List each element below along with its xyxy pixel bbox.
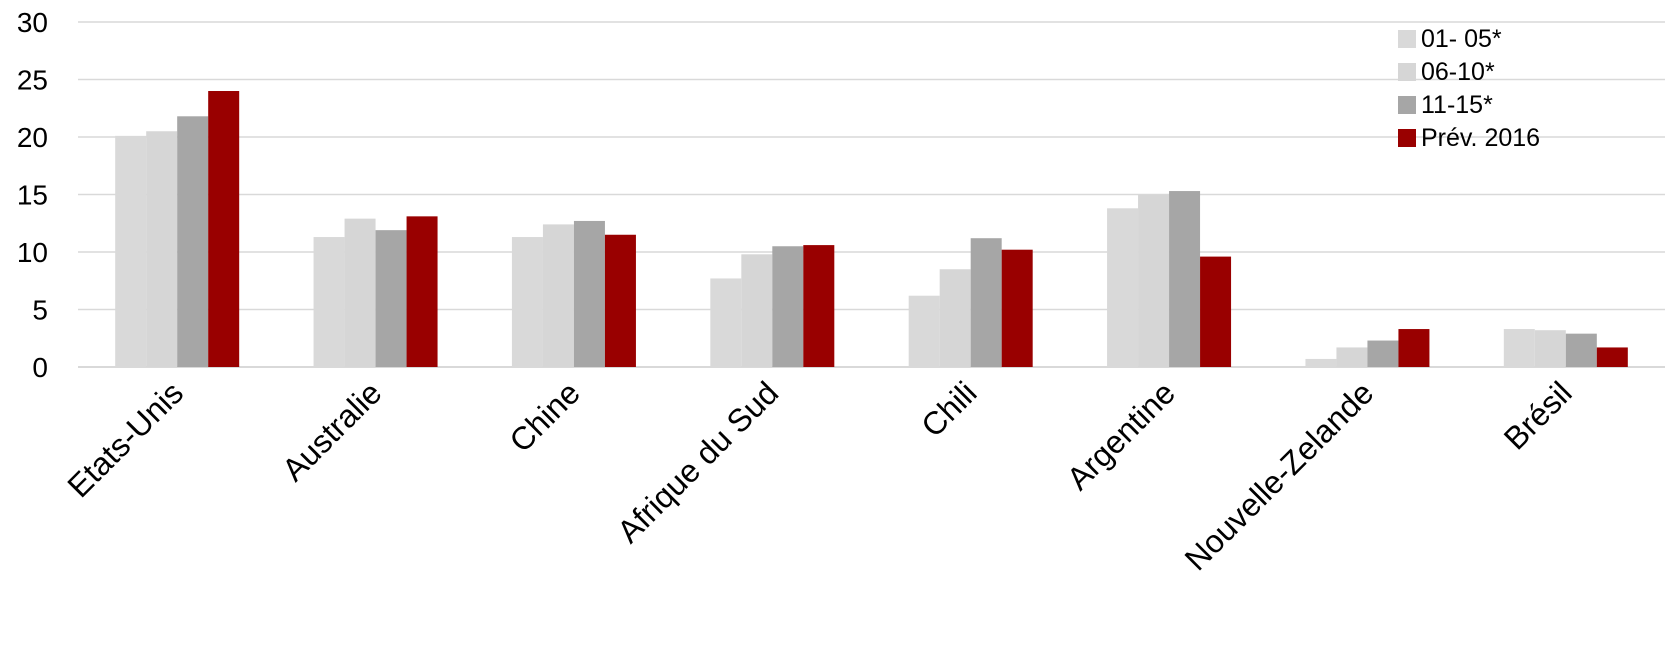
bar — [803, 245, 835, 367]
bar — [375, 230, 407, 367]
y-tick-label: 5 — [32, 295, 48, 326]
bar — [1398, 329, 1430, 367]
bar — [1305, 358, 1337, 367]
bar — [1107, 208, 1139, 367]
y-tick-label: 0 — [32, 352, 48, 383]
bar — [344, 218, 376, 367]
bar — [741, 254, 773, 367]
bar — [542, 224, 574, 367]
category-label: Afrique du Sud — [610, 374, 785, 549]
bar — [1001, 249, 1033, 367]
category-label: Brésil — [1497, 374, 1579, 456]
category-label: Nouvelle-Zelande — [1178, 374, 1381, 577]
bar — [511, 237, 543, 367]
y-tick-label: 15 — [17, 180, 48, 211]
y-tick-label: 20 — [17, 122, 48, 153]
legend-label: 06-10* — [1421, 58, 1495, 86]
y-axis-tick-labels: 0 5 10 15 20 25 30 — [17, 7, 48, 383]
bar — [115, 135, 147, 367]
bar — [939, 269, 971, 367]
legend-swatch — [1398, 30, 1416, 48]
category-label: Chili — [914, 374, 983, 443]
bar — [772, 246, 804, 367]
bar — [1534, 330, 1566, 367]
y-tick-label: 10 — [17, 237, 48, 268]
bar — [1565, 333, 1597, 367]
bar — [1503, 329, 1535, 367]
bar — [406, 216, 438, 367]
legend-swatch — [1398, 63, 1416, 81]
legend-label: Prév. 2016 — [1421, 124, 1540, 152]
bar — [573, 220, 605, 367]
bar — [208, 91, 240, 367]
bar — [604, 234, 636, 367]
bar — [146, 131, 178, 367]
category-label: Chine — [502, 374, 587, 459]
x-axis-category-labels: Etats-Unis Australie Chine Afrique du Sud Ch… — [60, 374, 1578, 577]
legend-swatch — [1398, 96, 1416, 114]
bar — [1367, 340, 1399, 367]
legend-label: 11-15* — [1421, 91, 1493, 119]
category-label: Argentine — [1060, 374, 1182, 496]
legend: 01- 05* 06-10* 11-15* Prév. 2016 — [1398, 25, 1540, 152]
bar — [1336, 347, 1368, 367]
bar — [970, 238, 1002, 367]
legend-swatch — [1398, 129, 1416, 147]
legend-label: 01- 05* — [1421, 25, 1502, 53]
category-label: Etats-Unis — [60, 374, 190, 504]
bars — [115, 91, 1628, 367]
bar — [908, 295, 940, 367]
y-tick-label: 25 — [17, 65, 48, 96]
bar — [1596, 347, 1628, 367]
bar — [313, 237, 345, 367]
bar — [1200, 256, 1232, 367]
bar — [177, 116, 209, 367]
bar — [710, 278, 742, 367]
bar — [1169, 191, 1201, 367]
y-tick-label: 30 — [17, 7, 48, 38]
category-label: Australie — [275, 374, 388, 487]
bar — [1138, 194, 1170, 367]
